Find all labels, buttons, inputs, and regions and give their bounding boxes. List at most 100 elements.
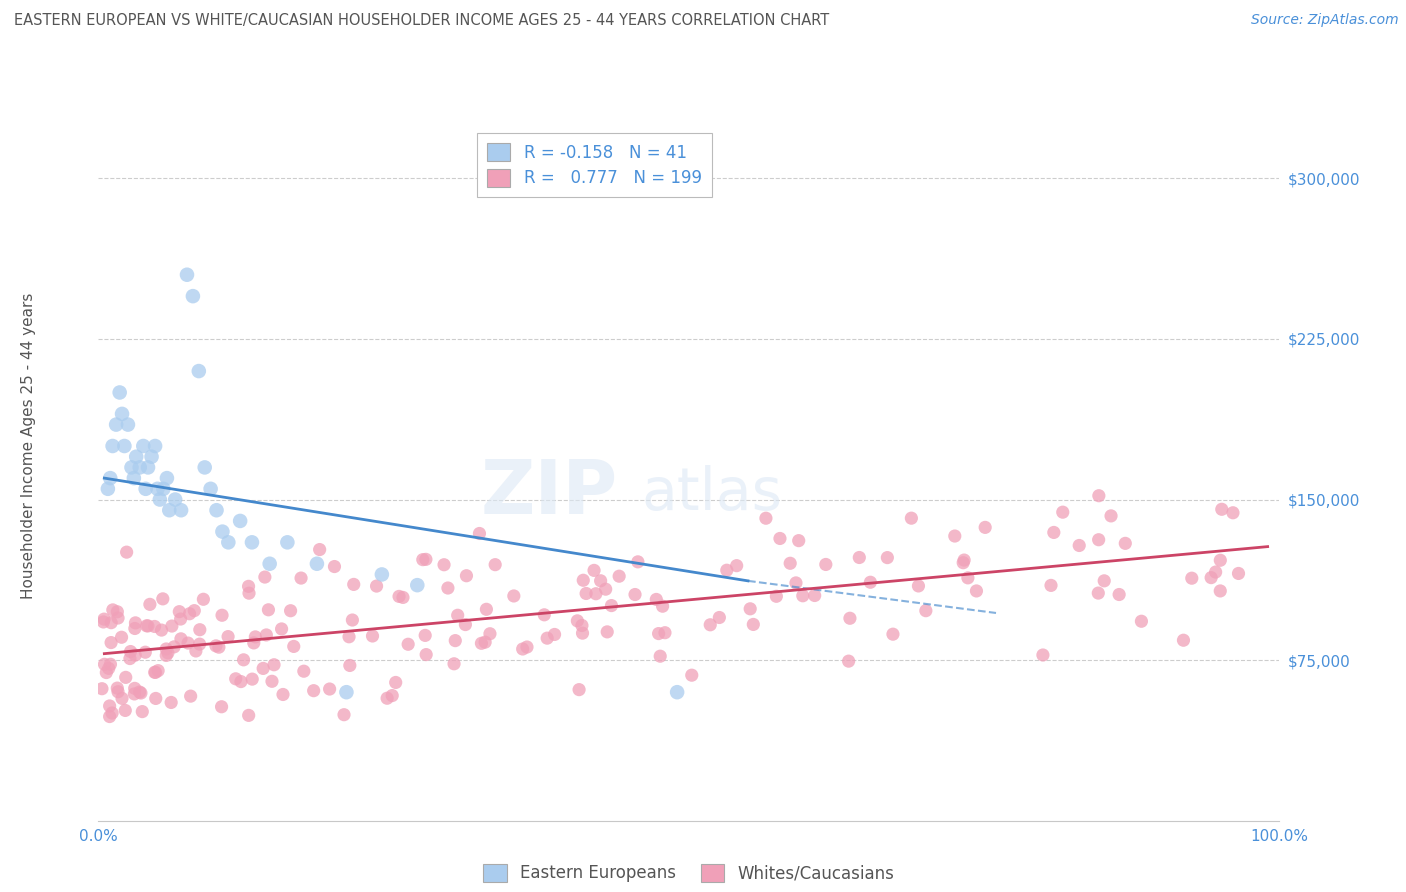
Point (163, 640, 186, 654)
Point (170, 632, 193, 646)
Point (125, 450, 148, 464)
Point (1069, 539, 1091, 553)
Point (108, 385, 131, 400)
Point (742, 617, 765, 632)
Point (956, 571, 979, 585)
Point (907, 579, 929, 593)
Point (254, 628, 277, 642)
Point (516, 640, 538, 654)
Point (1088, 489, 1111, 503)
Point (437, 581, 460, 595)
Point (952, 556, 974, 570)
Point (740, 602, 762, 616)
Point (848, 550, 870, 565)
Point (943, 529, 966, 543)
Point (208, 640, 231, 655)
Point (134, 645, 156, 659)
Point (1087, 533, 1109, 547)
Point (193, 592, 215, 607)
Point (470, 636, 492, 650)
Point (105, 605, 128, 619)
Point (136, 460, 159, 475)
Point (179, 607, 201, 621)
Point (567, 614, 589, 628)
Point (1130, 614, 1153, 628)
Point (571, 618, 593, 632)
Point (716, 563, 738, 577)
Point (211, 524, 233, 539)
Point (259, 557, 281, 571)
Point (131, 705, 153, 719)
Text: ZIP: ZIP (481, 457, 619, 530)
Point (217, 535, 239, 549)
Point (184, 644, 207, 658)
Point (1205, 565, 1227, 579)
Point (502, 589, 524, 603)
Point (468, 526, 491, 541)
Point (280, 604, 302, 618)
Point (238, 586, 260, 600)
Point (114, 670, 136, 684)
Point (124, 687, 146, 701)
Point (699, 617, 721, 632)
Point (111, 407, 134, 421)
Point (93, 657, 115, 672)
Point (305, 557, 328, 571)
Point (361, 629, 384, 643)
Point (651, 599, 673, 614)
Point (135, 619, 157, 633)
Point (238, 708, 260, 723)
Point (803, 589, 825, 603)
Point (205, 639, 228, 653)
Point (447, 608, 470, 623)
Point (785, 575, 807, 590)
Point (666, 685, 689, 699)
Text: Source: ZipAtlas.com: Source: ZipAtlas.com (1251, 13, 1399, 28)
Point (415, 648, 437, 662)
Point (433, 558, 456, 572)
Point (260, 674, 283, 689)
Point (953, 553, 976, 567)
Point (333, 707, 356, 722)
Point (725, 558, 748, 573)
Point (792, 589, 814, 603)
Point (575, 586, 598, 600)
Point (141, 450, 163, 464)
Point (543, 627, 565, 641)
Point (1114, 536, 1136, 550)
Point (121, 460, 143, 475)
Point (335, 685, 357, 699)
Point (124, 622, 146, 636)
Point (242, 636, 264, 650)
Point (176, 268, 198, 282)
Point (120, 644, 142, 658)
Point (339, 658, 361, 673)
Point (145, 691, 167, 706)
Point (647, 626, 669, 640)
Point (323, 559, 346, 574)
Point (607, 569, 630, 583)
Point (1209, 583, 1232, 598)
Point (101, 439, 124, 453)
Point (124, 648, 146, 662)
Point (139, 598, 162, 612)
Point (143, 619, 166, 633)
Point (1052, 505, 1074, 519)
Point (456, 568, 478, 582)
Point (232, 653, 254, 667)
Point (263, 657, 285, 672)
Point (211, 608, 233, 623)
Point (318, 681, 340, 696)
Point (965, 583, 987, 598)
Point (1043, 525, 1066, 540)
Point (183, 604, 205, 618)
Point (152, 591, 174, 606)
Point (114, 703, 136, 717)
Point (101, 603, 124, 617)
Point (1040, 578, 1063, 592)
Point (654, 625, 676, 640)
Point (93, 615, 115, 629)
Point (132, 439, 155, 453)
Point (91, 681, 114, 696)
Point (1092, 574, 1115, 588)
